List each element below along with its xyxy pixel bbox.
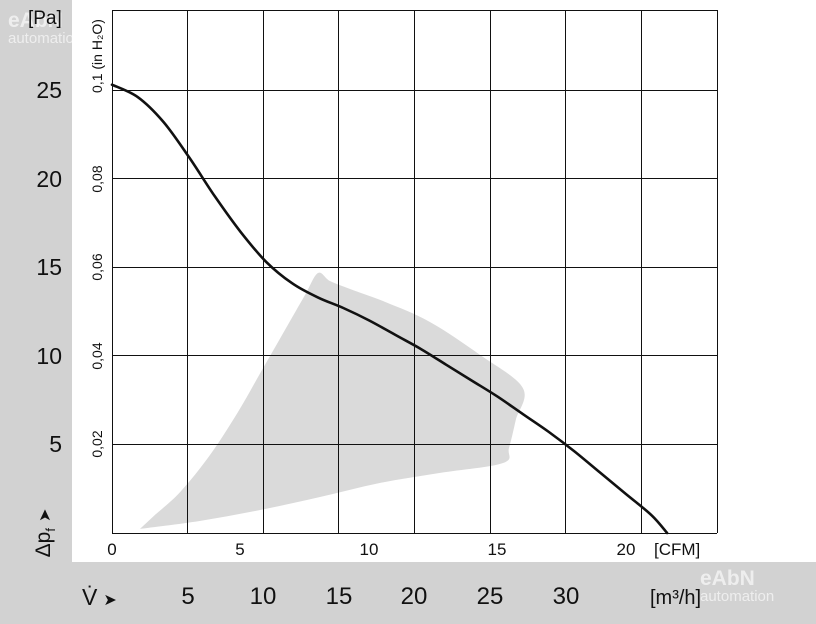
m3h-tick-15: 15 bbox=[325, 583, 353, 610]
delta-pf-axis-label: Δpf ➤ bbox=[32, 509, 58, 558]
pa-tick-25: 25 bbox=[36, 77, 62, 103]
m3h-axis-unit: [m³/h] bbox=[650, 587, 702, 609]
up-arrow-icon: ➤ bbox=[36, 508, 54, 523]
inh2o-tick-004: 0,04 bbox=[89, 342, 105, 370]
inh2o-tick-002: 0,02 bbox=[89, 430, 105, 458]
inh2o-tick-008: 0,08 bbox=[89, 165, 105, 193]
pa-tick-15: 15 bbox=[36, 254, 62, 280]
pa-axis-unit: [Pa] bbox=[28, 8, 62, 29]
m3h-tick-30: 30 bbox=[552, 583, 580, 610]
operating-region bbox=[140, 272, 525, 529]
bottom-axis-band bbox=[0, 562, 816, 624]
fan-curve bbox=[110, 83, 669, 535]
cfm-tick-5: 5 bbox=[235, 540, 245, 559]
vdot-symbol: V̇ bbox=[82, 584, 98, 610]
cfm-tick-20: 20 bbox=[616, 540, 636, 559]
delta-pf-sub: f bbox=[43, 528, 59, 532]
m3h-tick-10: 10 bbox=[249, 583, 277, 610]
pa-tick-10: 10 bbox=[36, 343, 62, 369]
cfm-axis-unit: [CFM] bbox=[654, 540, 701, 559]
pa-tick-20: 20 bbox=[36, 166, 62, 192]
m3h-tick-5: 5 bbox=[181, 583, 195, 610]
cfm-tick-0: 0 bbox=[107, 540, 117, 559]
left-axis-band bbox=[0, 0, 72, 562]
pa-tick-5: 5 bbox=[49, 431, 62, 457]
flow-axis-label: V̇ ➤ bbox=[82, 584, 117, 611]
right-arrow-icon: ➤ bbox=[103, 592, 117, 609]
m3h-tick-20: 20 bbox=[400, 583, 428, 610]
grid-lines bbox=[112, 10, 718, 534]
inh2o-top-label: 0,1 (in H₂O) bbox=[89, 19, 105, 93]
inh2o-tick-006: 0,06 bbox=[89, 253, 105, 281]
m3h-tick-25: 25 bbox=[476, 583, 504, 610]
cfm-tick-15: 15 bbox=[487, 540, 507, 559]
delta-pf-text: Δp bbox=[31, 531, 55, 558]
cfm-tick-10: 10 bbox=[359, 540, 379, 559]
